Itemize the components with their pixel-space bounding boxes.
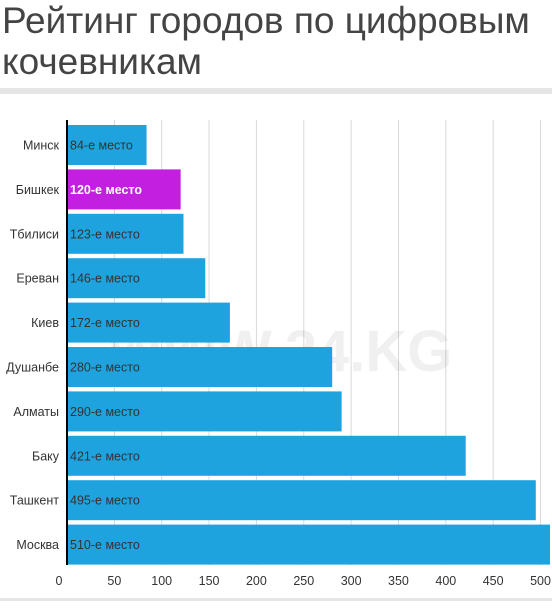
x-tick-label: 150 — [199, 574, 220, 588]
chart-title: Рейтинг городов по цифровым кочевникам — [2, 0, 530, 82]
bar — [67, 524, 550, 565]
data-label: 84-е место — [70, 139, 133, 153]
category-label: Душанбе — [6, 361, 59, 375]
title-divider — [0, 88, 552, 94]
x-tick-label: 200 — [246, 574, 267, 588]
data-label: 510-е место — [70, 538, 140, 552]
x-tick-label: 250 — [293, 574, 314, 588]
bottom-divider — [0, 598, 552, 601]
category-label: Баку — [32, 449, 60, 463]
bar — [67, 435, 466, 476]
x-tick-label: 0 — [56, 574, 63, 588]
category-label: Ереван — [16, 272, 59, 286]
bar — [67, 125, 147, 165]
category-label: Ташкент — [10, 494, 60, 508]
category-label: Тбилиси — [10, 227, 59, 241]
bar — [67, 213, 184, 254]
data-label: 172-е место — [70, 316, 140, 330]
x-tick-label: 450 — [483, 574, 504, 588]
x-tick-label: 300 — [341, 574, 362, 588]
bar — [67, 169, 181, 210]
category-label: Алматы — [13, 405, 59, 419]
data-label: 120-е место — [70, 183, 142, 197]
data-label: 421-е место — [70, 449, 140, 463]
data-label: 123-е место — [70, 227, 140, 241]
bar — [67, 391, 342, 432]
category-label: Минск — [23, 139, 60, 153]
category-label: Москва — [16, 538, 59, 552]
data-label: 280-е место — [70, 361, 140, 375]
x-tick-label: 400 — [435, 574, 456, 588]
bar — [67, 480, 536, 521]
category-label: Киев — [31, 316, 59, 330]
data-label: 290-е место — [70, 405, 140, 419]
category-label: Бишкек — [16, 183, 60, 197]
bar — [67, 302, 230, 343]
data-label: 146-е место — [70, 272, 140, 286]
x-tick-label: 500 — [530, 574, 551, 588]
data-label: 495-е место — [70, 494, 140, 508]
x-tick-label: 350 — [388, 574, 409, 588]
x-tick-label: 100 — [151, 574, 172, 588]
x-tick-label: 50 — [107, 574, 121, 588]
bar — [67, 258, 206, 299]
bar — [67, 347, 333, 387]
